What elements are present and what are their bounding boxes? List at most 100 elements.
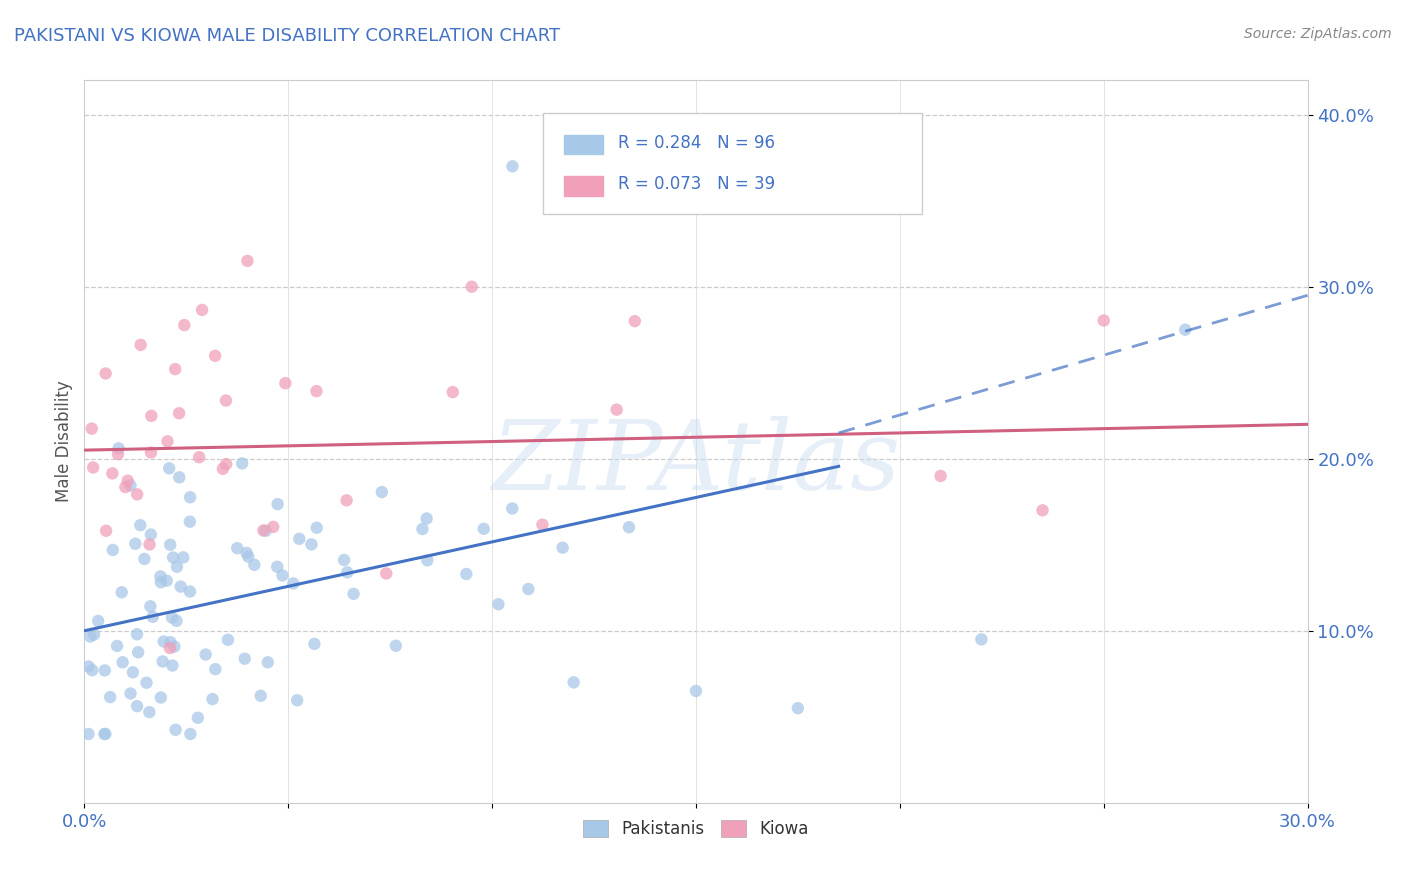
Point	[173, 318, 195, 332]
Point	[415, 511, 437, 525]
Point	[188, 450, 211, 465]
Point	[127, 645, 149, 659]
Point	[204, 349, 226, 363]
Point	[1174, 323, 1197, 337]
Point	[256, 655, 278, 669]
Point	[169, 580, 191, 594]
Point	[371, 485, 394, 500]
Point	[970, 632, 993, 647]
Point	[162, 658, 184, 673]
Point	[215, 393, 238, 408]
Point	[283, 576, 305, 591]
Point	[167, 406, 190, 420]
Point	[117, 474, 139, 488]
Point	[120, 478, 142, 492]
Point	[156, 574, 179, 588]
Point	[114, 480, 136, 494]
Point	[159, 635, 181, 649]
Point	[262, 520, 284, 534]
Point	[1032, 503, 1054, 517]
Point	[342, 587, 364, 601]
Point	[441, 385, 464, 400]
Point	[152, 655, 174, 669]
Point	[204, 662, 226, 676]
Point	[165, 362, 187, 376]
Point	[179, 727, 201, 741]
Point	[169, 470, 191, 484]
Point	[142, 609, 165, 624]
Point	[531, 517, 554, 532]
Point	[617, 520, 640, 534]
Point	[135, 675, 157, 690]
Point	[107, 447, 129, 461]
Point	[461, 279, 484, 293]
Point	[274, 376, 297, 391]
Point	[163, 640, 186, 654]
Point	[249, 689, 271, 703]
Point	[127, 487, 149, 501]
Point	[179, 584, 201, 599]
FancyBboxPatch shape	[564, 176, 603, 195]
Point	[94, 367, 117, 381]
Point	[138, 705, 160, 719]
Point	[179, 490, 201, 504]
Point	[121, 665, 143, 680]
Text: R = 0.073   N = 39: R = 0.073 N = 39	[617, 175, 775, 193]
Point	[231, 457, 253, 471]
Point	[139, 445, 162, 459]
Point	[235, 546, 257, 560]
Point	[301, 537, 323, 551]
Point	[157, 461, 180, 475]
Point	[149, 569, 172, 583]
Point	[266, 497, 288, 511]
Point	[624, 314, 647, 328]
Point	[305, 521, 328, 535]
Point	[288, 532, 311, 546]
Point	[159, 640, 181, 655]
Point	[416, 553, 439, 567]
Point	[139, 599, 162, 614]
Point	[120, 686, 142, 700]
Point	[149, 690, 172, 705]
Point	[152, 634, 174, 648]
Point	[238, 549, 260, 564]
Point	[111, 585, 134, 599]
Point	[1092, 313, 1115, 327]
Point	[111, 655, 134, 669]
Point	[472, 522, 495, 536]
Point	[385, 639, 408, 653]
Point	[243, 558, 266, 572]
Point	[285, 693, 308, 707]
Point	[212, 462, 235, 476]
Point	[141, 409, 163, 423]
Point	[134, 552, 156, 566]
Point	[87, 614, 110, 628]
Point	[124, 537, 146, 551]
Point	[125, 627, 148, 641]
Point	[187, 711, 209, 725]
Point	[336, 493, 359, 508]
Point	[333, 553, 356, 567]
Point	[82, 460, 104, 475]
Point	[101, 543, 124, 558]
Point	[606, 402, 628, 417]
Point	[215, 457, 238, 471]
Point	[166, 559, 188, 574]
Point	[304, 637, 326, 651]
Point	[79, 630, 101, 644]
Point	[160, 610, 183, 624]
Point	[107, 442, 129, 456]
Point	[233, 651, 256, 665]
Point	[101, 467, 124, 481]
Point	[336, 566, 359, 580]
Point	[226, 541, 249, 555]
Point	[166, 614, 188, 628]
Point	[502, 159, 524, 173]
Y-axis label: Male Disability: Male Disability	[55, 381, 73, 502]
Point	[179, 515, 201, 529]
Point	[501, 501, 523, 516]
Point	[456, 566, 478, 581]
Point	[375, 566, 398, 581]
Point	[129, 338, 152, 352]
Point	[252, 524, 274, 538]
